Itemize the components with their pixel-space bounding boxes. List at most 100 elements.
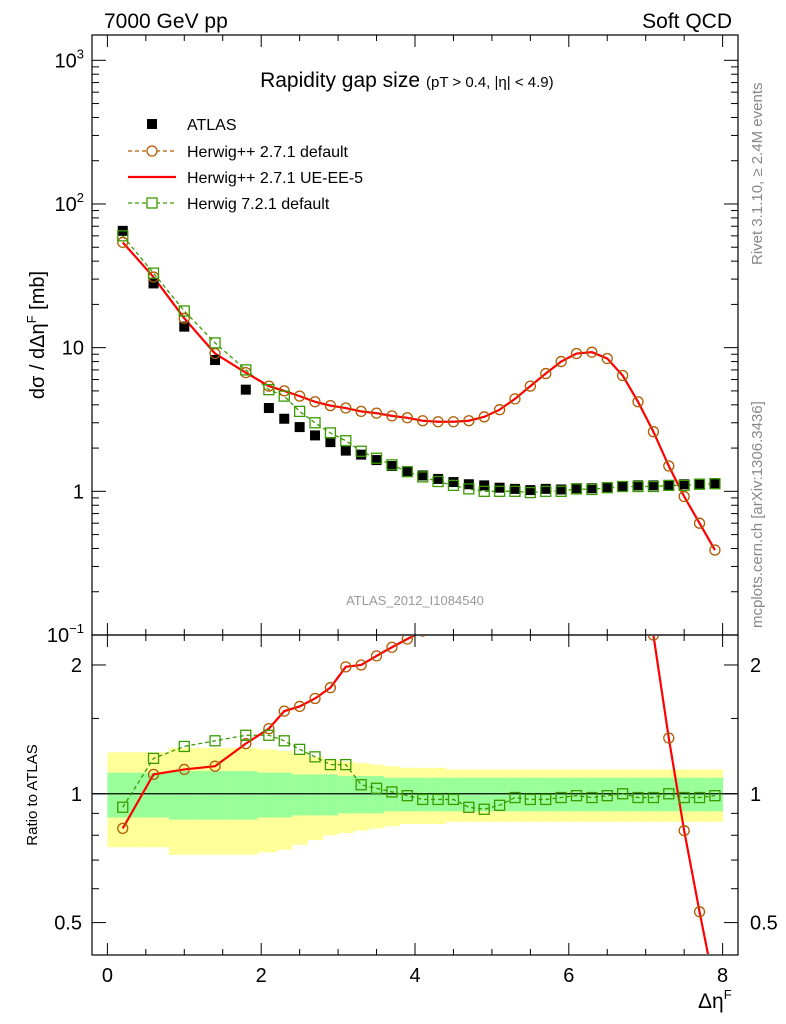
main-marker-herwig-default <box>309 396 321 408</box>
ratio-marker-herwig7 <box>709 790 721 802</box>
ratio-marker-herwig-default <box>587 383 597 393</box>
ratio-marker-herwig7 <box>401 790 413 802</box>
ratio-marker-herwig7 <box>616 788 629 800</box>
ratio-marker-herwig-default <box>147 768 160 781</box>
main-marker-herwig7 <box>586 483 598 496</box>
legend-label: Herwig++ 2.7.1 UE-EE-5 <box>187 170 363 187</box>
ratio-marker-herwig7 <box>509 791 521 804</box>
ratio-marker-herwig7 <box>340 758 352 771</box>
ratio-marker-herwig7 <box>263 729 275 741</box>
ratio-band-inner <box>322 774 339 816</box>
ratio-marker-herwig-default <box>647 636 659 641</box>
main-marker-atlas <box>279 413 290 424</box>
y-axis-label-ratio: Ratio to ATLAS <box>24 744 41 845</box>
ratio-marker-herwig7 <box>493 799 506 811</box>
main-marker-herwig7 <box>555 485 567 497</box>
main-marker-atlas <box>556 484 567 495</box>
ratio-band-inner <box>168 771 201 820</box>
main-marker-herwig-default <box>601 352 613 365</box>
main-marker-herwig7 <box>478 485 490 497</box>
main-marker-herwig-default <box>555 355 567 368</box>
main-marker-herwig-default <box>463 415 475 427</box>
main-marker-herwig7 <box>540 485 552 497</box>
ratio-marker-herwig7 <box>324 758 337 771</box>
main-marker-atlas <box>709 478 720 489</box>
main-marker-herwig7 <box>616 480 629 493</box>
watermark: ATLAS_2012_I1084540 <box>346 593 484 608</box>
main-marker-herwig7 <box>309 417 321 429</box>
main-axes: 10−1 1 10 102 103 <box>47 35 738 647</box>
main-marker-herwig-default <box>478 411 490 423</box>
main-marker-herwig-default <box>293 390 306 402</box>
main-marker-herwig7 <box>117 230 129 242</box>
main-marker-herwig7 <box>263 384 275 396</box>
ratio-marker-herwig7 <box>632 791 644 804</box>
ratio-marker-herwig-default <box>209 760 221 772</box>
ratio-marker-herwig7 <box>463 801 475 813</box>
y-axis-label-main: dσ / dΔηF [mb] <box>24 271 49 399</box>
ratio-marker-herwig7 <box>240 729 252 741</box>
y-tick-label: 10 <box>62 338 84 360</box>
side-text-top: Rivet 3.1.10, ≥ 2.4M events <box>749 83 766 266</box>
ratio-marker-herwig-default <box>495 556 505 566</box>
ratio-marker-herwig7 <box>355 779 367 791</box>
ratio-marker-herwig7 <box>432 793 444 806</box>
ratio-marker-herwig-default <box>433 619 443 629</box>
ratio-marker-herwig-default <box>309 692 321 705</box>
main-marker-herwig7 <box>293 405 306 418</box>
main-marker-herwig7 <box>355 445 367 457</box>
main-marker-herwig7 <box>693 478 706 490</box>
main-marker-atlas <box>617 481 628 492</box>
main-marker-atlas <box>263 403 274 414</box>
ratio-band-inner <box>230 771 258 820</box>
ratio-marker-herwig7 <box>586 791 598 804</box>
main-marker-herwig7 <box>240 364 252 376</box>
legend-label: ATLAS <box>187 117 237 134</box>
main-marker-herwig-default <box>693 517 706 529</box>
legend-label: Herwig 7.2.1 default <box>187 196 330 213</box>
main-marker-herwig7 <box>463 483 475 495</box>
ratio-marker-herwig-default <box>340 661 352 673</box>
ratio-marker-herwig-default <box>618 459 628 469</box>
ratio-marker-herwig-default <box>541 447 551 457</box>
main-marker-herwig7 <box>147 267 160 279</box>
ratio-marker-herwig-default <box>663 732 675 744</box>
ratio-marker-herwig-default <box>178 763 190 776</box>
ratio-marker-herwig-default <box>355 659 367 671</box>
ratio-marker-herwig7 <box>678 791 690 804</box>
ratio-band-inner <box>291 774 308 816</box>
main-marker-herwig-default <box>509 393 521 405</box>
main-marker-herwig-default <box>524 380 537 392</box>
main-marker-herwig-default <box>432 416 444 428</box>
main-marker-herwig-default <box>355 405 367 418</box>
ratio-marker-herwig7 <box>178 740 190 753</box>
y-tick-exponent: 2 <box>77 190 84 205</box>
main-marker-herwig7 <box>370 452 383 464</box>
main-marker-atlas <box>433 473 444 484</box>
main-marker-atlas <box>679 479 690 490</box>
ratio-y-tick-label-right: 0.5 <box>750 913 778 935</box>
main-marker-atlas <box>509 483 520 494</box>
x-tick-label: 0 <box>102 965 113 987</box>
main-marker-herwig7 <box>401 466 413 478</box>
ratio-band-inner <box>257 772 278 818</box>
ratio-marker-herwig-default <box>117 822 129 835</box>
legend-marker-herwig7 <box>146 197 158 209</box>
ratio-marker-herwig-default <box>263 722 275 735</box>
main-marker-herwig-default <box>663 460 675 472</box>
main-marker-herwig7 <box>509 485 521 497</box>
ratio-marker-herwig7 <box>663 788 675 800</box>
ratio-marker-herwig7 <box>570 790 583 802</box>
main-marker-herwig-default <box>370 407 383 419</box>
ratio-y-tick-label: 2 <box>71 655 82 677</box>
main-marker-herwig7 <box>340 435 352 447</box>
main-marker-atlas <box>694 478 705 489</box>
x-axis-label: ΔηF <box>698 987 732 1013</box>
main-marker-atlas <box>371 455 382 466</box>
ratio-marker-herwig7 <box>293 743 306 756</box>
main-marker-herwig-default <box>678 490 690 503</box>
x-axis-tick-labels: 0 2 4 6 8 <box>102 965 728 987</box>
ratio-marker-herwig7 <box>386 786 398 798</box>
y-tick-label: 10−1 <box>47 621 84 647</box>
